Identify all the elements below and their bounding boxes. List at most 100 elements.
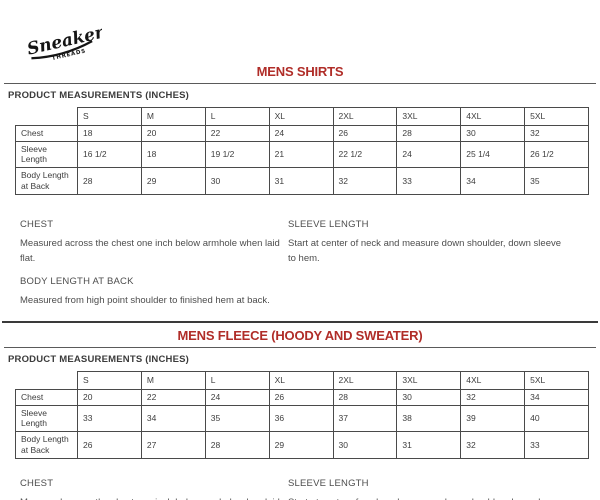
- measurement-cell: 40: [524, 404, 589, 433]
- title-divider: [4, 347, 596, 349]
- column-header: S: [77, 371, 142, 391]
- measurement-cell: 18: [77, 125, 142, 142]
- column-header: L: [204, 107, 270, 126]
- measurement-cell: 21: [268, 140, 334, 168]
- measurement-cell: 20: [140, 125, 206, 142]
- table-row: Body Length at Back 28 29 30 31 32 33 34 35: [15, 166, 589, 195]
- measurements-table: S M L XL 2XL 3XL 4XL 5XL Chest 18 20 22 24 26 28 30 32 S…: [15, 107, 589, 195]
- measurement-cell: 28: [396, 125, 462, 142]
- measurements-heading: PRODUCT MEASUREMENTS (INCHES): [8, 354, 190, 366]
- title-divider: [4, 83, 596, 84]
- measurement-cell: 32: [460, 389, 526, 406]
- measurement-cell: 34: [524, 389, 589, 406]
- definition: CHEST Measured across the chest one inch …: [20, 219, 288, 267]
- definition-term: SLEEVE LENGTH: [288, 478, 369, 490]
- definition: SLEEVE LENGTH Start at center of neck and…: [288, 219, 570, 267]
- column-header: 3XL: [396, 371, 462, 391]
- column-header: 4XL: [460, 107, 526, 126]
- definition-term: BODY LENGTH AT BACK: [20, 275, 134, 287]
- definitions-right: SLEEVE LENGTH Start at center of neck and…: [288, 219, 570, 317]
- measurement-cell: 28: [77, 166, 142, 195]
- column-header: M: [140, 371, 206, 391]
- column-header: XL: [268, 371, 334, 391]
- measurement-cell: 18: [140, 140, 206, 168]
- row-label: Sleeve Length: [15, 140, 78, 168]
- measurement-cell: 35: [524, 166, 589, 195]
- measurement-cell: 32: [524, 125, 589, 142]
- measurement-cell: 31: [396, 431, 462, 460]
- definition-description: Start at center of neck and measure down…: [288, 495, 570, 500]
- column-header: 3XL: [396, 107, 462, 126]
- row-label: Chest: [15, 125, 78, 142]
- measurement-cell: 33: [396, 166, 462, 195]
- corner-cell: [16, 108, 78, 126]
- definition: CHEST Measured across the chest one inch …: [20, 478, 288, 500]
- row-label: Body Length at Back: [15, 431, 78, 460]
- definition-description: Measured across the chest one inch below…: [20, 238, 280, 265]
- section-title: MENS FLEECE (HOODY AND SWEATER): [177, 328, 423, 344]
- definition-term: CHEST: [20, 218, 54, 230]
- measurement-cell: 30: [204, 166, 270, 195]
- measurement-cell: 36: [268, 404, 334, 433]
- measurement-cell: 16 1/2: [77, 140, 142, 168]
- table-header-row: S M L XL 2XL 3XL 4XL 5XL: [16, 371, 589, 391]
- definition: SLEEVE LENGTH Start at center of neck and…: [288, 478, 570, 500]
- column-header: 2XL: [332, 371, 398, 391]
- brand-logo: Sneaker THREADS: [0, 0, 600, 64]
- definition-term: CHEST: [20, 478, 54, 490]
- section-title: MENS SHIRTS: [256, 64, 344, 79]
- measurement-cell: 22: [204, 125, 270, 142]
- measurement-cell: 20: [77, 389, 142, 406]
- column-header: 2XL: [332, 107, 398, 126]
- sections-container: MENS SHIRTS PRODUCT MEASUREMENTS (INCHES…: [0, 64, 600, 500]
- measurement-cell: 28: [332, 389, 398, 406]
- row-label: Chest: [15, 389, 78, 406]
- column-header: M: [140, 107, 206, 126]
- definition-description: Start at center of neck and measure down…: [288, 238, 562, 265]
- measurement-cell: 19 1/2: [204, 140, 270, 168]
- measurement-cell: 39: [460, 404, 526, 433]
- measurement-cell: 31: [268, 166, 334, 195]
- size-chart-section: MENS FLEECE (HOODY AND SWEATER) PRODUCT …: [0, 328, 600, 500]
- column-header: 4XL: [460, 371, 526, 391]
- definition-description: Measured from high point shoulder to fin…: [20, 295, 270, 307]
- table-row: Chest 20 22 24 26 28 30 32 34: [15, 389, 589, 406]
- column-header: L: [204, 371, 270, 391]
- measurements-heading: PRODUCT MEASUREMENTS (INCHES): [8, 90, 190, 101]
- column-header: S: [77, 107, 142, 126]
- definitions-left: CHEST Measured across the chest one inch …: [20, 478, 288, 500]
- column-header: 5XL: [524, 371, 589, 391]
- measurement-cell: 26: [268, 389, 334, 406]
- measurement-cell: 33: [77, 404, 142, 433]
- definitions-right: SLEEVE LENGTH Start at center of neck and…: [288, 478, 570, 500]
- measurement-cell: 32: [460, 431, 526, 460]
- measurement-cell: 22 1/2: [332, 140, 398, 168]
- measurements-table: S M L XL 2XL 3XL 4XL 5XL Chest 20 22 24 26 28 30 32 34 S…: [15, 371, 589, 460]
- measurement-cell: 27: [140, 431, 206, 460]
- definition-description: Measured across the chest one inch below…: [20, 495, 288, 500]
- definitions-block: CHEST Measured across the chest one inch …: [20, 478, 600, 500]
- measurement-cell: 22: [140, 389, 206, 406]
- table-row: Chest 18 20 22 24 26 28 30 32: [15, 125, 589, 142]
- measurement-cell: 26: [77, 431, 142, 460]
- measurement-cell: 24: [268, 125, 334, 142]
- measurement-cell: 29: [140, 166, 206, 195]
- measurement-cell: 34: [460, 166, 526, 195]
- size-chart-section: MENS SHIRTS PRODUCT MEASUREMENTS (INCHES…: [0, 64, 600, 324]
- definitions-block: CHEST Measured across the chest one inch …: [20, 219, 600, 317]
- table-row: Sleeve Length 16 1/2 18 19 1/2 21 22 1/2 24 25 …: [15, 140, 589, 168]
- measurement-cell: 29: [268, 431, 334, 460]
- measurement-cell: 30: [460, 125, 526, 142]
- table-row: Body Length at Back 26 27 28 29 30 31 32 33: [15, 431, 589, 460]
- measurement-cell: 26 1/2: [524, 140, 589, 168]
- column-header: 5XL: [524, 107, 589, 126]
- table-header-row: S M L XL 2XL 3XL 4XL 5XL: [16, 107, 589, 126]
- section-divider: [2, 321, 598, 324]
- measurement-cell: 34: [140, 404, 206, 433]
- definition: BODY LENGTH AT BACK Measured from high po…: [20, 276, 288, 309]
- column-header: XL: [268, 107, 334, 126]
- brand-logo-icon: Sneaker THREADS: [25, 22, 102, 62]
- measurement-cell: 28: [204, 431, 270, 460]
- measurement-cell: 30: [332, 431, 398, 460]
